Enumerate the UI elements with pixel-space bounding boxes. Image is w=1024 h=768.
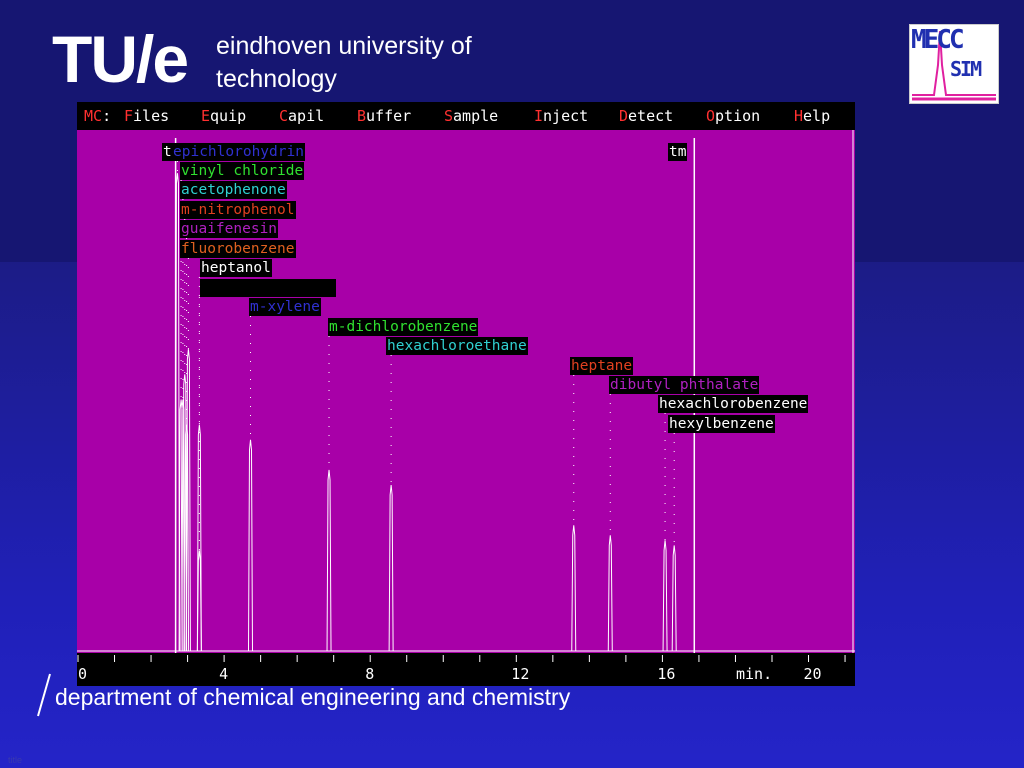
menu-prefix-hot: MC: [84, 106, 103, 125]
mecc-text: MECC: [911, 25, 965, 55]
slash-mark: [37, 673, 51, 717]
peak-dibutyl phthalate: [607, 535, 613, 652]
university-name: eindhoven university of technology: [216, 30, 472, 96]
menu-bar: MC: Files Equip Capil Buffer Sample Inject Det…: [77, 102, 855, 129]
compound-label[interactable]: heptane: [570, 357, 634, 375]
compound-label[interactable]: m-nitrophenol: [180, 201, 296, 219]
menu-item-equip[interactable]: Equip: [201, 107, 246, 125]
menu-hotkey: F: [124, 106, 134, 125]
peak-fluorobenzene: [185, 349, 191, 652]
compound-label[interactable]: m-dichlorobenzene: [328, 318, 479, 336]
chromatogram-svg: [77, 130, 855, 653]
university-line-2: technology: [216, 65, 337, 93]
axis-unit-label: min.: [736, 665, 773, 683]
compound-label[interactable]: m-xylene: [249, 298, 321, 316]
peak-heptane: [571, 525, 577, 652]
axis-tick-label: 4: [219, 665, 229, 683]
menu-prefix: MC:: [84, 107, 111, 125]
marker-label-t0: t: [162, 143, 173, 161]
menu-prefix-colon: :: [102, 106, 112, 125]
menu-label: elp: [803, 106, 831, 125]
menu-hotkey: S: [444, 106, 454, 125]
peak-vinyl chloride: [178, 399, 184, 652]
compound-label[interactable]: epichlorohydrin: [172, 143, 305, 161]
simulator-window: MC: Files Equip Capil Buffer Sample Inject Det…: [77, 102, 855, 686]
menu-hotkey: D: [619, 106, 629, 125]
menu-label: etect: [628, 106, 674, 125]
compound-label[interactable]: heptanol: [200, 259, 272, 277]
sim-text: SIM: [950, 57, 982, 81]
menu-label: nject: [543, 106, 589, 125]
peak-acetophenone: [180, 399, 186, 652]
mecc-sim-logo: MECC SIM: [909, 24, 999, 104]
menu-item-detect[interactable]: Detect: [619, 107, 673, 125]
peak-m-nitrophenol: [182, 374, 188, 652]
axis-ticks: [77, 655, 846, 662]
menu-label: iles: [133, 106, 170, 125]
compound-label[interactable]: hexylbenzene: [668, 415, 775, 433]
peak-hexylbenzene: [671, 545, 677, 652]
menu-item-option[interactable]: Option: [706, 107, 760, 125]
marker-label-tm: tm: [668, 143, 688, 161]
peak-m-dichlorobenzene: [326, 469, 332, 652]
peak-m-xylene: [247, 439, 253, 652]
university-line-1: eindhoven university of: [216, 32, 472, 60]
compound-label[interactable]: vinyl chloride: [180, 162, 305, 180]
compound-label[interactable]: dibutyl phthalate: [609, 376, 760, 394]
chromatogram-plot: epichlorohydrin vinyl chloride acetophenon…: [77, 130, 855, 653]
compound-label[interactable]: guaifenesin: [180, 220, 279, 238]
mecc-peak-graphic: [912, 30, 996, 101]
compound-label[interactable]: [200, 279, 336, 297]
menu-item-inject[interactable]: Inject: [534, 107, 588, 125]
menu-label: ption: [715, 106, 761, 125]
menu-item-files[interactable]: Files: [124, 107, 169, 125]
menu-item-capil[interactable]: Capil: [279, 107, 324, 125]
menu-hotkey: C: [279, 106, 289, 125]
peak-hexachloroethane: [388, 484, 394, 652]
menu-hotkey: O: [706, 106, 716, 125]
menu-item-buffer[interactable]: Buffer: [357, 107, 411, 125]
menu-item-sample[interactable]: Sample: [444, 107, 498, 125]
menu-label: apil: [288, 106, 325, 125]
department-name: department of chemical engineering and c…: [55, 684, 571, 710]
compound-label[interactable]: hexachlorobenzene: [658, 395, 809, 413]
peak-unlabeled: [196, 550, 202, 652]
time-axis: 0 4 8 12 16 20 min.: [77, 653, 855, 686]
axis-tick-label: 20: [803, 665, 822, 683]
menu-label: uffer: [366, 106, 412, 125]
axis-tick-label: 0: [78, 665, 88, 683]
peak-hexachlorobenzene: [662, 540, 668, 652]
axis-tick-label: 8: [365, 665, 375, 683]
menu-item-help[interactable]: Help: [794, 107, 830, 125]
compound-label[interactable]: acetophenone: [180, 181, 287, 199]
menu-hotkey: H: [794, 106, 804, 125]
peak-guaifenesin: [184, 424, 190, 652]
axis-tick-label: 12: [511, 665, 530, 683]
menu-hotkey: B: [357, 106, 367, 125]
compound-label[interactable]: fluorobenzene: [180, 240, 296, 258]
peak-heptanol: [196, 424, 202, 652]
tue-logo: TU/e: [52, 22, 189, 96]
menu-hotkey: I: [534, 106, 544, 125]
title-tag: title: [8, 755, 23, 765]
axis-tick-label: 16: [657, 665, 676, 683]
compound-label[interactable]: hexachloroethane: [386, 337, 528, 355]
menu-label: quip: [210, 106, 247, 125]
menu-label: ample: [453, 106, 499, 125]
peak-epichlorohydrin: [174, 173, 180, 652]
menu-hotkey: E: [201, 106, 211, 125]
